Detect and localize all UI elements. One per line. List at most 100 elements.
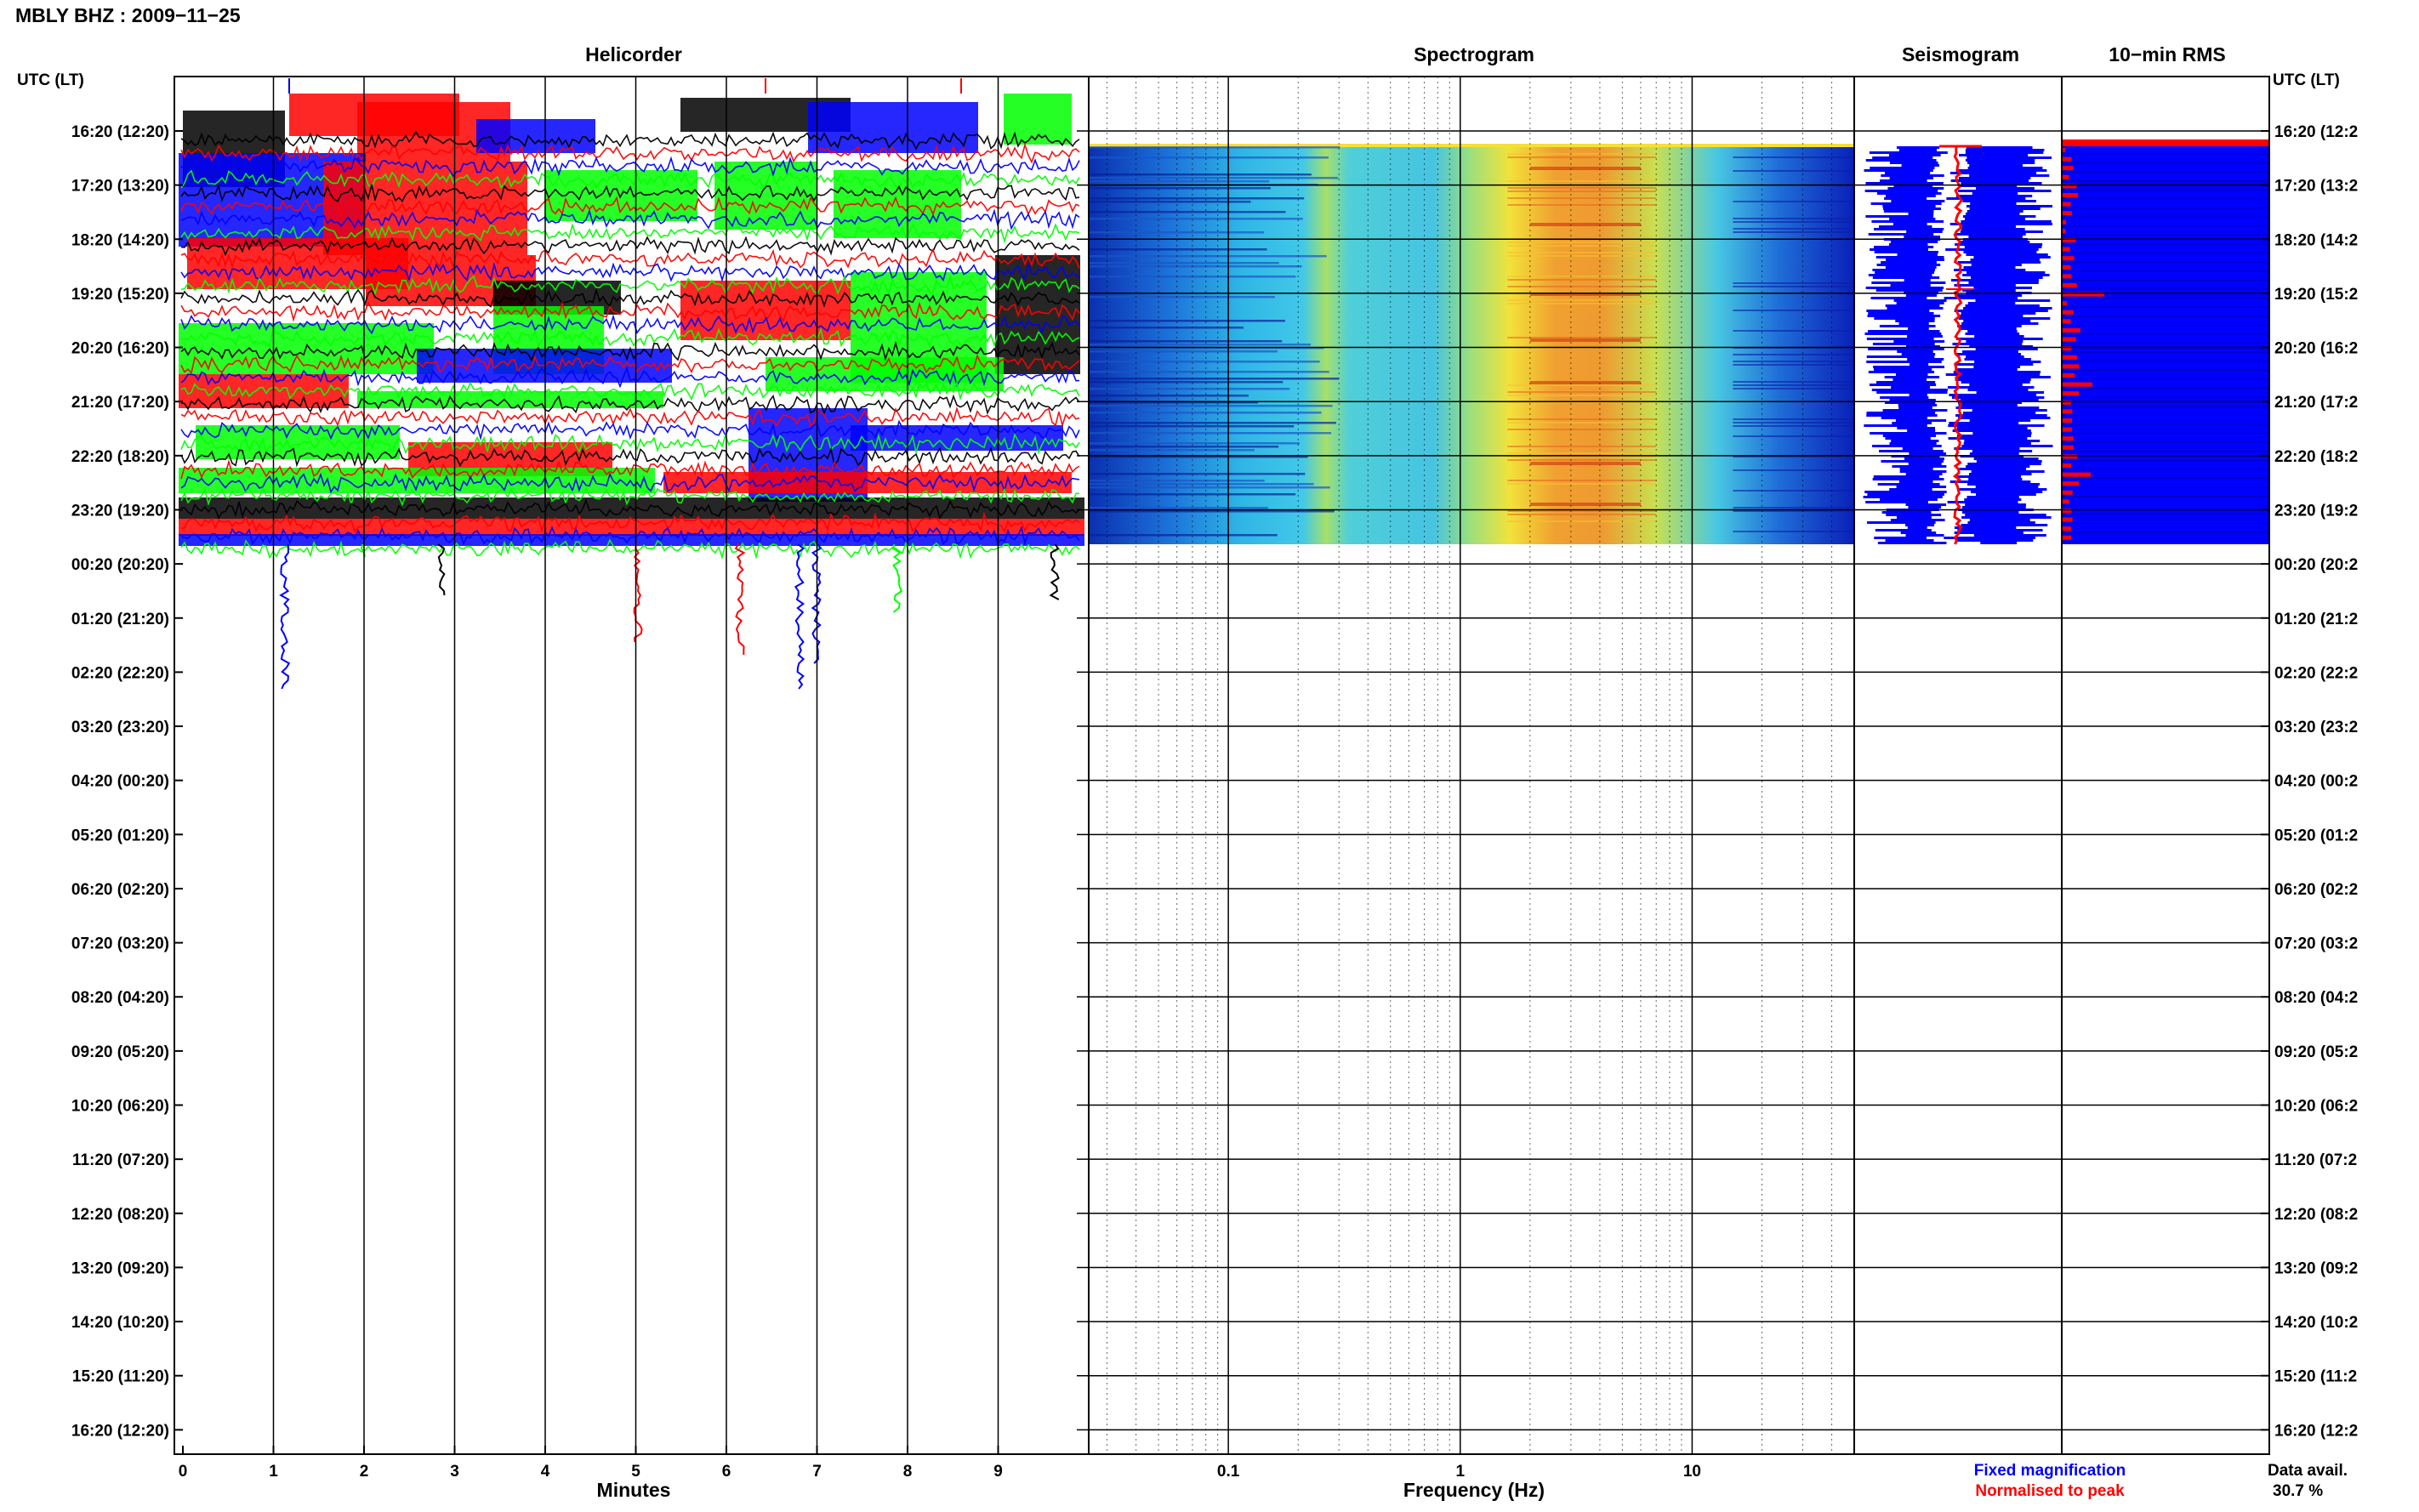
seismogram-trace <box>1854 442 1890 445</box>
seismogram-trace <box>2022 384 2062 386</box>
helicorder-x-tick-label: 8 <box>903 1463 913 1481</box>
seismogram-trace <box>1933 312 1961 315</box>
seismogram-trace <box>1854 371 1869 373</box>
helicorder-trace <box>180 394 1080 415</box>
seismogram-trace <box>1936 159 1966 162</box>
seismogram-trace <box>1854 363 1910 366</box>
rms-bar <box>2062 481 2079 486</box>
seismogram-trace <box>1944 228 1961 230</box>
seismogram-trace <box>2021 325 2062 327</box>
seismogram-trace <box>1854 151 1870 154</box>
seismogram-trace <box>1854 412 1867 414</box>
seismogram-trace <box>2030 480 2062 483</box>
seismogram-trace <box>1928 396 1952 399</box>
seismogram-trace <box>2015 284 2062 287</box>
seismogram-trace <box>1937 414 1956 417</box>
seismogram-trace <box>1854 330 1869 333</box>
seismogram-trace <box>1854 177 1890 179</box>
seismogram-trace <box>1854 401 1885 404</box>
helicorder-trace-fill <box>766 357 1004 391</box>
seismogram-trace <box>1854 312 1869 315</box>
seismogram-trace <box>1928 322 1962 325</box>
helicorder-trace <box>180 379 1080 401</box>
seismogram-trace <box>1854 220 1872 223</box>
helicorder-title: Helicorder <box>585 43 682 65</box>
helicorder-trace-fill <box>808 102 978 153</box>
seismogram-trace <box>2031 287 2062 289</box>
seismogram-trace <box>2026 503 2062 506</box>
seismogram-trace <box>1930 284 1955 287</box>
rms-bar <box>2062 256 2075 261</box>
seismogram-trace <box>2033 539 2062 542</box>
right-tick-label: 09:20 (05:2 <box>2274 1043 2358 1061</box>
helicorder-trace <box>180 287 1080 308</box>
helicorder-trace <box>180 300 1080 322</box>
seismogram-trace <box>1854 470 1900 473</box>
seismogram-trace <box>1854 480 1899 483</box>
right-tick-label: 08:20 (04:2 <box>2274 989 2358 1007</box>
seismogram-trace <box>1927 223 1950 225</box>
helicorder-x-tick-label: 1 <box>269 1463 278 1481</box>
seismogram-trace <box>1854 325 1880 327</box>
seismogram-trace <box>2044 149 2062 151</box>
seismogram-trace <box>1941 463 1968 465</box>
spectrogram-band <box>1507 514 1657 515</box>
seismogram-trace <box>1854 478 1873 480</box>
helicorder-spike <box>734 543 746 656</box>
seismogram-trace <box>2018 422 2062 424</box>
seismogram-trace <box>2042 491 2062 493</box>
seismogram-trace <box>1854 483 1878 486</box>
seismogram-trace <box>1854 366 1874 368</box>
spectrogram-stripe <box>1089 473 1306 475</box>
seismogram-trace <box>1854 422 1893 424</box>
seismogram-trace <box>2022 401 2062 404</box>
seismogram-trace <box>1932 406 1956 409</box>
seismogram-trace <box>2044 396 2062 399</box>
seismogram-trace <box>1854 246 1875 248</box>
seismogram-trace <box>1854 529 1875 531</box>
seismogram-trace <box>1854 218 1890 220</box>
left-tick-label: 10:20 (06:20) <box>71 1098 169 1116</box>
helicorder-x-tick-label: 5 <box>631 1463 640 1481</box>
seismogram-trace <box>1854 228 1874 230</box>
seismogram-trace <box>2050 256 2062 259</box>
seismogram-trace <box>2052 205 2062 207</box>
seismogram-trace <box>1854 248 1870 251</box>
seismogram-trace <box>1932 177 1959 179</box>
seismogram-trace <box>2038 281 2062 284</box>
seismogram-trace <box>2034 386 2062 389</box>
seismogram-trace <box>1942 289 1963 292</box>
seismogram-trace <box>2038 248 2062 251</box>
rms-bar <box>2062 166 2074 171</box>
right-tick-label: 18:20 (14:2 <box>2274 231 2358 249</box>
seismogram-trace <box>1854 338 1867 340</box>
spectrogram-stripe <box>1733 156 1854 158</box>
seismogram-trace <box>1854 514 1887 516</box>
seismogram-trace <box>1854 348 1869 350</box>
seismogram-trace <box>1941 333 1966 335</box>
left-tick-label: 07:20 (03:20) <box>71 935 169 953</box>
seismogram-trace <box>1939 345 1970 348</box>
rms-bar <box>2062 427 2072 432</box>
spectrogram-stripe <box>1089 344 1312 346</box>
rms-title: 10−min RMS <box>2109 43 2225 65</box>
rms-bar <box>2062 463 2071 468</box>
spectrogram-x-tick-label: 0.1 <box>1217 1463 1240 1481</box>
rms-bar <box>2062 301 2067 306</box>
right-tick-label: 12:20 (08:2 <box>2274 1206 2358 1224</box>
seismogram-trace <box>1854 537 1875 539</box>
seismogram-trace <box>1854 174 1881 177</box>
seismogram-trace <box>1932 468 1960 470</box>
helicorder-trace <box>180 130 1080 151</box>
spectrogram-band <box>1507 483 1657 485</box>
seismogram-trace <box>1944 358 1965 361</box>
left-tick-label: 13:20 (09:20) <box>71 1259 169 1277</box>
seismogram-trace <box>1927 248 1946 251</box>
seismogram-trace <box>2017 542 2062 544</box>
seismogram-trace <box>1854 450 1880 452</box>
seismogram-trace <box>1942 496 1967 498</box>
spectrogram-event <box>1529 293 1641 296</box>
rms-bar <box>2062 310 2074 315</box>
seismogram-trace <box>2023 355 2062 358</box>
